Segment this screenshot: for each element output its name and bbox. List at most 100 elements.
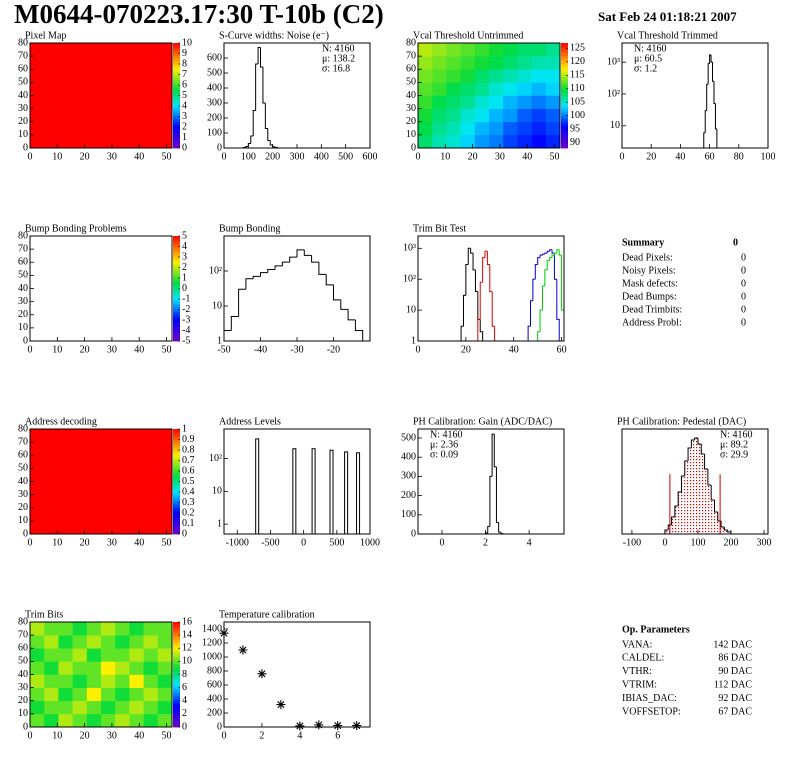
color-scale [561, 132, 568, 136]
histogram-bin [539, 254, 543, 258]
color-scale [173, 124, 180, 128]
y-tick-label: 10² [403, 273, 416, 284]
heatmap-cell [157, 700, 173, 715]
heatmap-cell [545, 134, 561, 149]
heatmap-cell [545, 56, 561, 70]
heatmap-cell [44, 687, 59, 702]
heatmap-cell [460, 108, 476, 123]
heatmap-cell [531, 43, 547, 57]
color-scale [173, 431, 180, 435]
color-scale [173, 523, 180, 527]
color-scale [173, 100, 180, 104]
color-scale [173, 677, 180, 681]
color-scale [173, 476, 180, 480]
scatter-point [314, 720, 324, 730]
y-tick-label: 80 [18, 230, 28, 241]
heatmap-cell [545, 69, 561, 83]
y-tick-label: 20 [18, 502, 28, 513]
histogram-bin [269, 140, 273, 146]
color-scale [173, 685, 180, 689]
stats-line: μ: 89.2 [720, 439, 748, 450]
histogram-bin [264, 103, 268, 129]
color-scale [173, 283, 180, 287]
heatmap-cell [446, 134, 461, 149]
heatmap-cell [545, 43, 561, 57]
heatmap-cell [129, 687, 144, 702]
color-scale [173, 77, 180, 81]
y-tick-label: 300 [401, 471, 416, 482]
heatmap-cell [517, 56, 532, 70]
heatmap-cell [474, 69, 490, 83]
heatmap-cell [72, 661, 88, 675]
color-scale [173, 106, 180, 110]
heatmap-cell [86, 687, 102, 702]
y-tick-label: 70 [18, 629, 28, 640]
parameter-name: CALDEL: [622, 653, 664, 664]
color-scale [173, 299, 180, 303]
heatmap-cell [446, 108, 461, 123]
histogram-bin [491, 291, 496, 341]
heatmap-cell [44, 713, 59, 728]
color-scale [173, 85, 180, 89]
stats-line: μ: 138.2 [322, 53, 355, 64]
color-scale [173, 90, 180, 94]
histogram-bin [245, 146, 249, 148]
histogram-bin [340, 299, 349, 310]
parameter-name: VOFFSETOP: [622, 706, 681, 717]
panel-title: Trim Bits [25, 609, 63, 620]
x-tick-label: 2 [259, 730, 264, 741]
heatmap-cell [489, 56, 504, 70]
histogram-bin [311, 255, 319, 263]
color-scale [561, 124, 568, 128]
heatmap-cell [86, 700, 102, 715]
histogram-bin [694, 437, 698, 440]
y-tick-label: 0 [23, 721, 28, 732]
parameter-name: VTRIM: [622, 679, 657, 690]
heatmap-cell [460, 95, 476, 109]
color-scale [173, 275, 180, 279]
color-scale [173, 236, 180, 240]
heatmap-cell [531, 121, 547, 136]
histogram-bin [495, 466, 499, 523]
histogram-bin [544, 252, 548, 255]
histogram-bin [704, 454, 708, 470]
y-tick-label: 10³ [403, 243, 416, 254]
y-tick-label: 800 [207, 665, 222, 676]
x-tick-label: -1000 [226, 537, 249, 548]
y-tick-label: 10 [406, 304, 416, 315]
y-tick-label: 500 [207, 67, 222, 78]
heatmap-cell [446, 82, 461, 96]
heatmap-cell [489, 69, 504, 83]
heatmap-cell [72, 635, 88, 649]
color-scale [561, 140, 568, 144]
color-scale-label: 95 [570, 123, 580, 134]
heatmap-cell [432, 43, 447, 57]
y-tick-label: 10² [209, 453, 222, 464]
histogram-bin [238, 288, 246, 317]
color-scale [173, 505, 180, 509]
y-tick-label: 0 [217, 721, 222, 732]
color-scale [173, 48, 180, 52]
histogram-fill [714, 512, 718, 534]
parameter-value: 67 DAC [718, 706, 752, 717]
histogram-bin [680, 475, 685, 492]
heatmap-cell [545, 95, 561, 109]
color-scale [173, 79, 180, 83]
color-scale [173, 510, 180, 514]
color-scale [561, 71, 568, 75]
color-scale [173, 507, 180, 511]
y-tick-label: 500 [401, 432, 416, 443]
color-scale [173, 679, 180, 683]
color-scale [173, 515, 180, 519]
color-scale [173, 671, 180, 675]
x-tick-label: 0 [662, 537, 667, 548]
histogram-bin [245, 278, 254, 290]
histogram-bin [707, 469, 712, 486]
color-scale [173, 254, 180, 258]
heatmap-cell [517, 134, 532, 149]
heatmap-cell [115, 674, 130, 688]
histogram-bin [684, 460, 689, 476]
color-scale [173, 690, 180, 694]
y-tick-label: 600 [207, 52, 222, 63]
scatter-point [257, 669, 267, 679]
